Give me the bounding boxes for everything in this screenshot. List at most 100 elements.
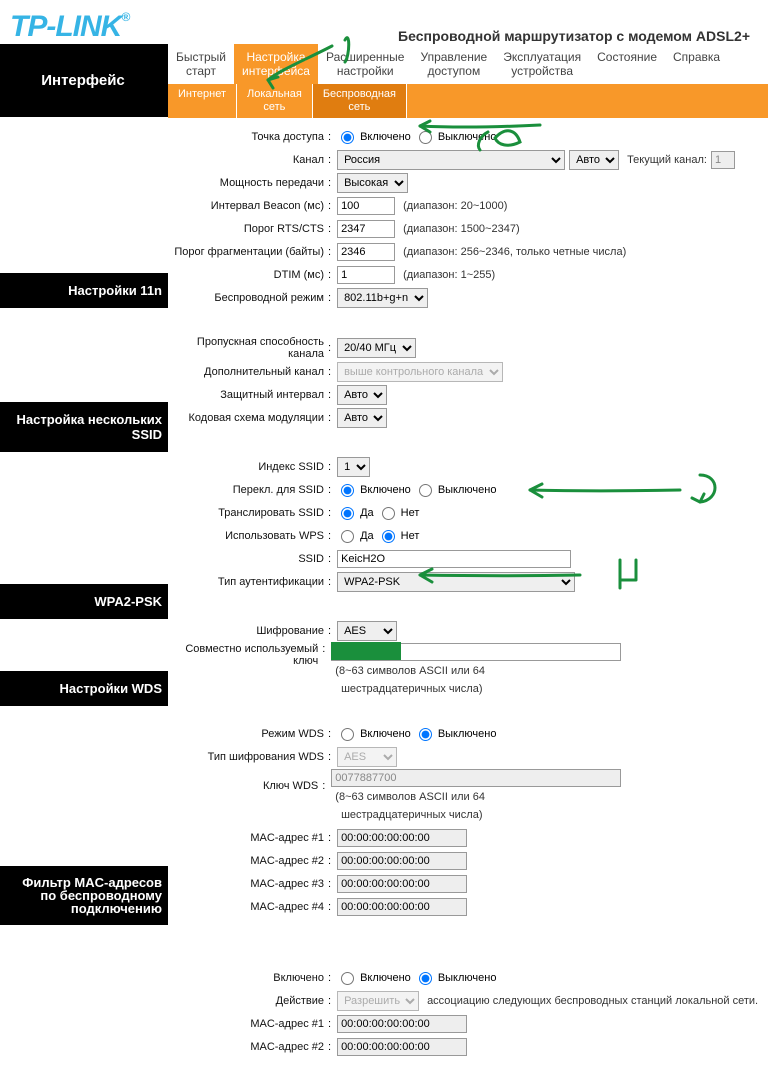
wdskey-hint2: шестрадцатеричных числа): [341, 809, 482, 821]
section-mac-filter: Фильтр MAC-адресов по беспроводному подк…: [0, 866, 168, 925]
wds-mac1-label: MAC-адрес #1: [172, 832, 328, 844]
nav-help[interactable]: Справка: [665, 44, 728, 84]
auth-label: Тип аутентификации: [172, 576, 328, 588]
wdskey-label: Ключ WDS: [172, 780, 322, 792]
bcast-no-radio[interactable]: [382, 507, 395, 520]
subnav-wlan[interactable]: Беспроводная сеть: [313, 84, 407, 118]
nav-quick-start[interactable]: Быстрый старт: [168, 44, 234, 84]
beacon-input[interactable]: [337, 197, 395, 215]
wdsmode-label: Режим WDS: [172, 728, 328, 740]
ap-on-radio[interactable]: [341, 131, 354, 144]
nav-maintenance[interactable]: Эксплуатация устройства: [495, 44, 589, 84]
current-channel-val: [711, 151, 735, 169]
enc-label: Шифрование: [172, 625, 328, 637]
wdskey-hint1: (8~63 символов ASCII или 64: [335, 791, 485, 803]
nav-interface-setup[interactable]: Настройка интерфейса: [234, 44, 318, 84]
filter-on-radio[interactable]: [341, 972, 354, 985]
beacon-label: Интервал Beacon (мс): [172, 200, 328, 212]
wps-yes-text: Да: [360, 530, 374, 542]
subnav-internet[interactable]: Интернет: [168, 84, 237, 118]
section-11n: Настройки 11n: [0, 273, 168, 308]
bcast-yes-text: Да: [360, 507, 374, 519]
wps-no-radio[interactable]: [382, 530, 395, 543]
mode-select[interactable]: 802.11b+g+n: [337, 288, 428, 308]
perssid-off-text: Выключено: [438, 484, 497, 496]
section-wpa2: WPA2-PSK: [0, 584, 168, 619]
filter-enabled-label: Включено: [172, 972, 328, 984]
filter-action-hint: ассоциацию следующих беспроводных станци…: [427, 995, 758, 1007]
filter-on-text: Включено: [360, 972, 411, 984]
channel-auto-select[interactable]: Авто: [569, 150, 619, 170]
mcs-label: Кодовая схема модуляции: [172, 412, 328, 424]
perssid-off-radio[interactable]: [419, 484, 432, 497]
bw-label: Пропускная способность канала: [172, 336, 328, 360]
bcast-no-text: Нет: [401, 507, 420, 519]
dtim-hint: (диапазон: 1~255): [403, 269, 495, 281]
wds-mac2-input: [337, 852, 467, 870]
subnav-lan[interactable]: Локальная сеть: [237, 84, 313, 118]
mode-label: Беспроводной режим: [172, 292, 328, 304]
bcast-label: Транслировать SSID: [172, 507, 328, 519]
psk-hint1: (8~63 символов ASCII или 64: [335, 665, 485, 677]
wdsmode-on-text: Включено: [360, 728, 411, 740]
wps-label: Использовать WPS: [172, 530, 328, 542]
txpower-label: Мощность передачи: [172, 177, 328, 189]
mcs-select[interactable]: Авто: [337, 408, 387, 428]
bw-select[interactable]: 20/40 МГц: [337, 338, 416, 358]
wds-mac4-label: MAC-адрес #4: [172, 901, 328, 913]
wds-mac3-label: MAC-адрес #3: [172, 878, 328, 890]
rts-input[interactable]: [337, 220, 395, 238]
psk-label: Совместно используемый ключ: [172, 643, 322, 667]
rts-hint: (диапазон: 1500~2347): [403, 223, 520, 235]
nav-access[interactable]: Управление доступом: [412, 44, 495, 84]
beacon-hint: (диапазон: 20~1000): [403, 200, 507, 212]
logo: TP-LINK®: [10, 10, 129, 44]
enc-select[interactable]: AES: [337, 621, 397, 641]
wdsenc-select: AES: [337, 747, 397, 767]
filter-mac2-label: MAC-адрес #2: [172, 1041, 328, 1053]
wdsmode-on-radio[interactable]: [341, 728, 354, 741]
ap-off-text: Выключено: [438, 131, 497, 143]
top-nav: Быстрый старт Настройка интерфейса Расши…: [168, 44, 768, 84]
dtim-input[interactable]: [337, 266, 395, 284]
auth-select[interactable]: WPA2-PSK: [337, 572, 575, 592]
ssid-input[interactable]: [337, 550, 571, 568]
country-select[interactable]: Россия: [337, 150, 565, 170]
extch-label: Дополнительный канал: [172, 366, 328, 378]
wdsenc-label: Тип шифрования WDS: [172, 751, 328, 763]
filter-off-radio[interactable]: [419, 972, 432, 985]
frag-label: Порог фрагментации (байты): [172, 246, 328, 258]
wps-yes-radio[interactable]: [341, 530, 354, 543]
channel-label: Канал: [172, 154, 328, 166]
rts-label: Порог RTS/CTS: [172, 223, 328, 235]
dtim-label: DTIM (мс): [172, 269, 328, 281]
wds-mac2-label: MAC-адрес #2: [172, 855, 328, 867]
section-multi-ssid: Настройка нескольких SSID: [0, 402, 168, 452]
psk-redaction: [331, 642, 401, 660]
bcast-yes-radio[interactable]: [341, 507, 354, 520]
nav-advanced[interactable]: Расширенные настройки: [318, 44, 413, 84]
frag-input[interactable]: [337, 243, 395, 261]
perssid-on-radio[interactable]: [341, 484, 354, 497]
wds-mac4-input: [337, 898, 467, 916]
ap-label: Точка доступа: [172, 131, 328, 143]
extch-select: выше контрольного канала: [337, 362, 503, 382]
txpower-select[interactable]: Высокая: [337, 173, 408, 193]
filter-off-text: Выключено: [438, 972, 497, 984]
ssididx-label: Индекс SSID: [172, 461, 328, 473]
wdskey-input: [331, 769, 621, 787]
wds-mac1-input: [337, 829, 467, 847]
device-subtitle: Беспроводной маршрутизатор с модемом ADS…: [398, 28, 750, 44]
wdsmode-off-radio[interactable]: [419, 728, 432, 741]
ssididx-select[interactable]: 1: [337, 457, 370, 477]
ap-on-text: Включено: [360, 131, 411, 143]
nav-status[interactable]: Состояние: [589, 44, 665, 84]
perssid-on-text: Включено: [360, 484, 411, 496]
gi-select[interactable]: Авто: [337, 385, 387, 405]
filter-mac1-label: MAC-адрес #1: [172, 1018, 328, 1030]
filter-action-label: Действие: [172, 995, 328, 1007]
wdsmode-off-text: Выключено: [438, 728, 497, 740]
ssid-label: SSID: [172, 553, 328, 565]
sub-nav: Интернет Локальная сеть Беспроводная сет…: [168, 84, 768, 118]
ap-off-radio[interactable]: [419, 131, 432, 144]
